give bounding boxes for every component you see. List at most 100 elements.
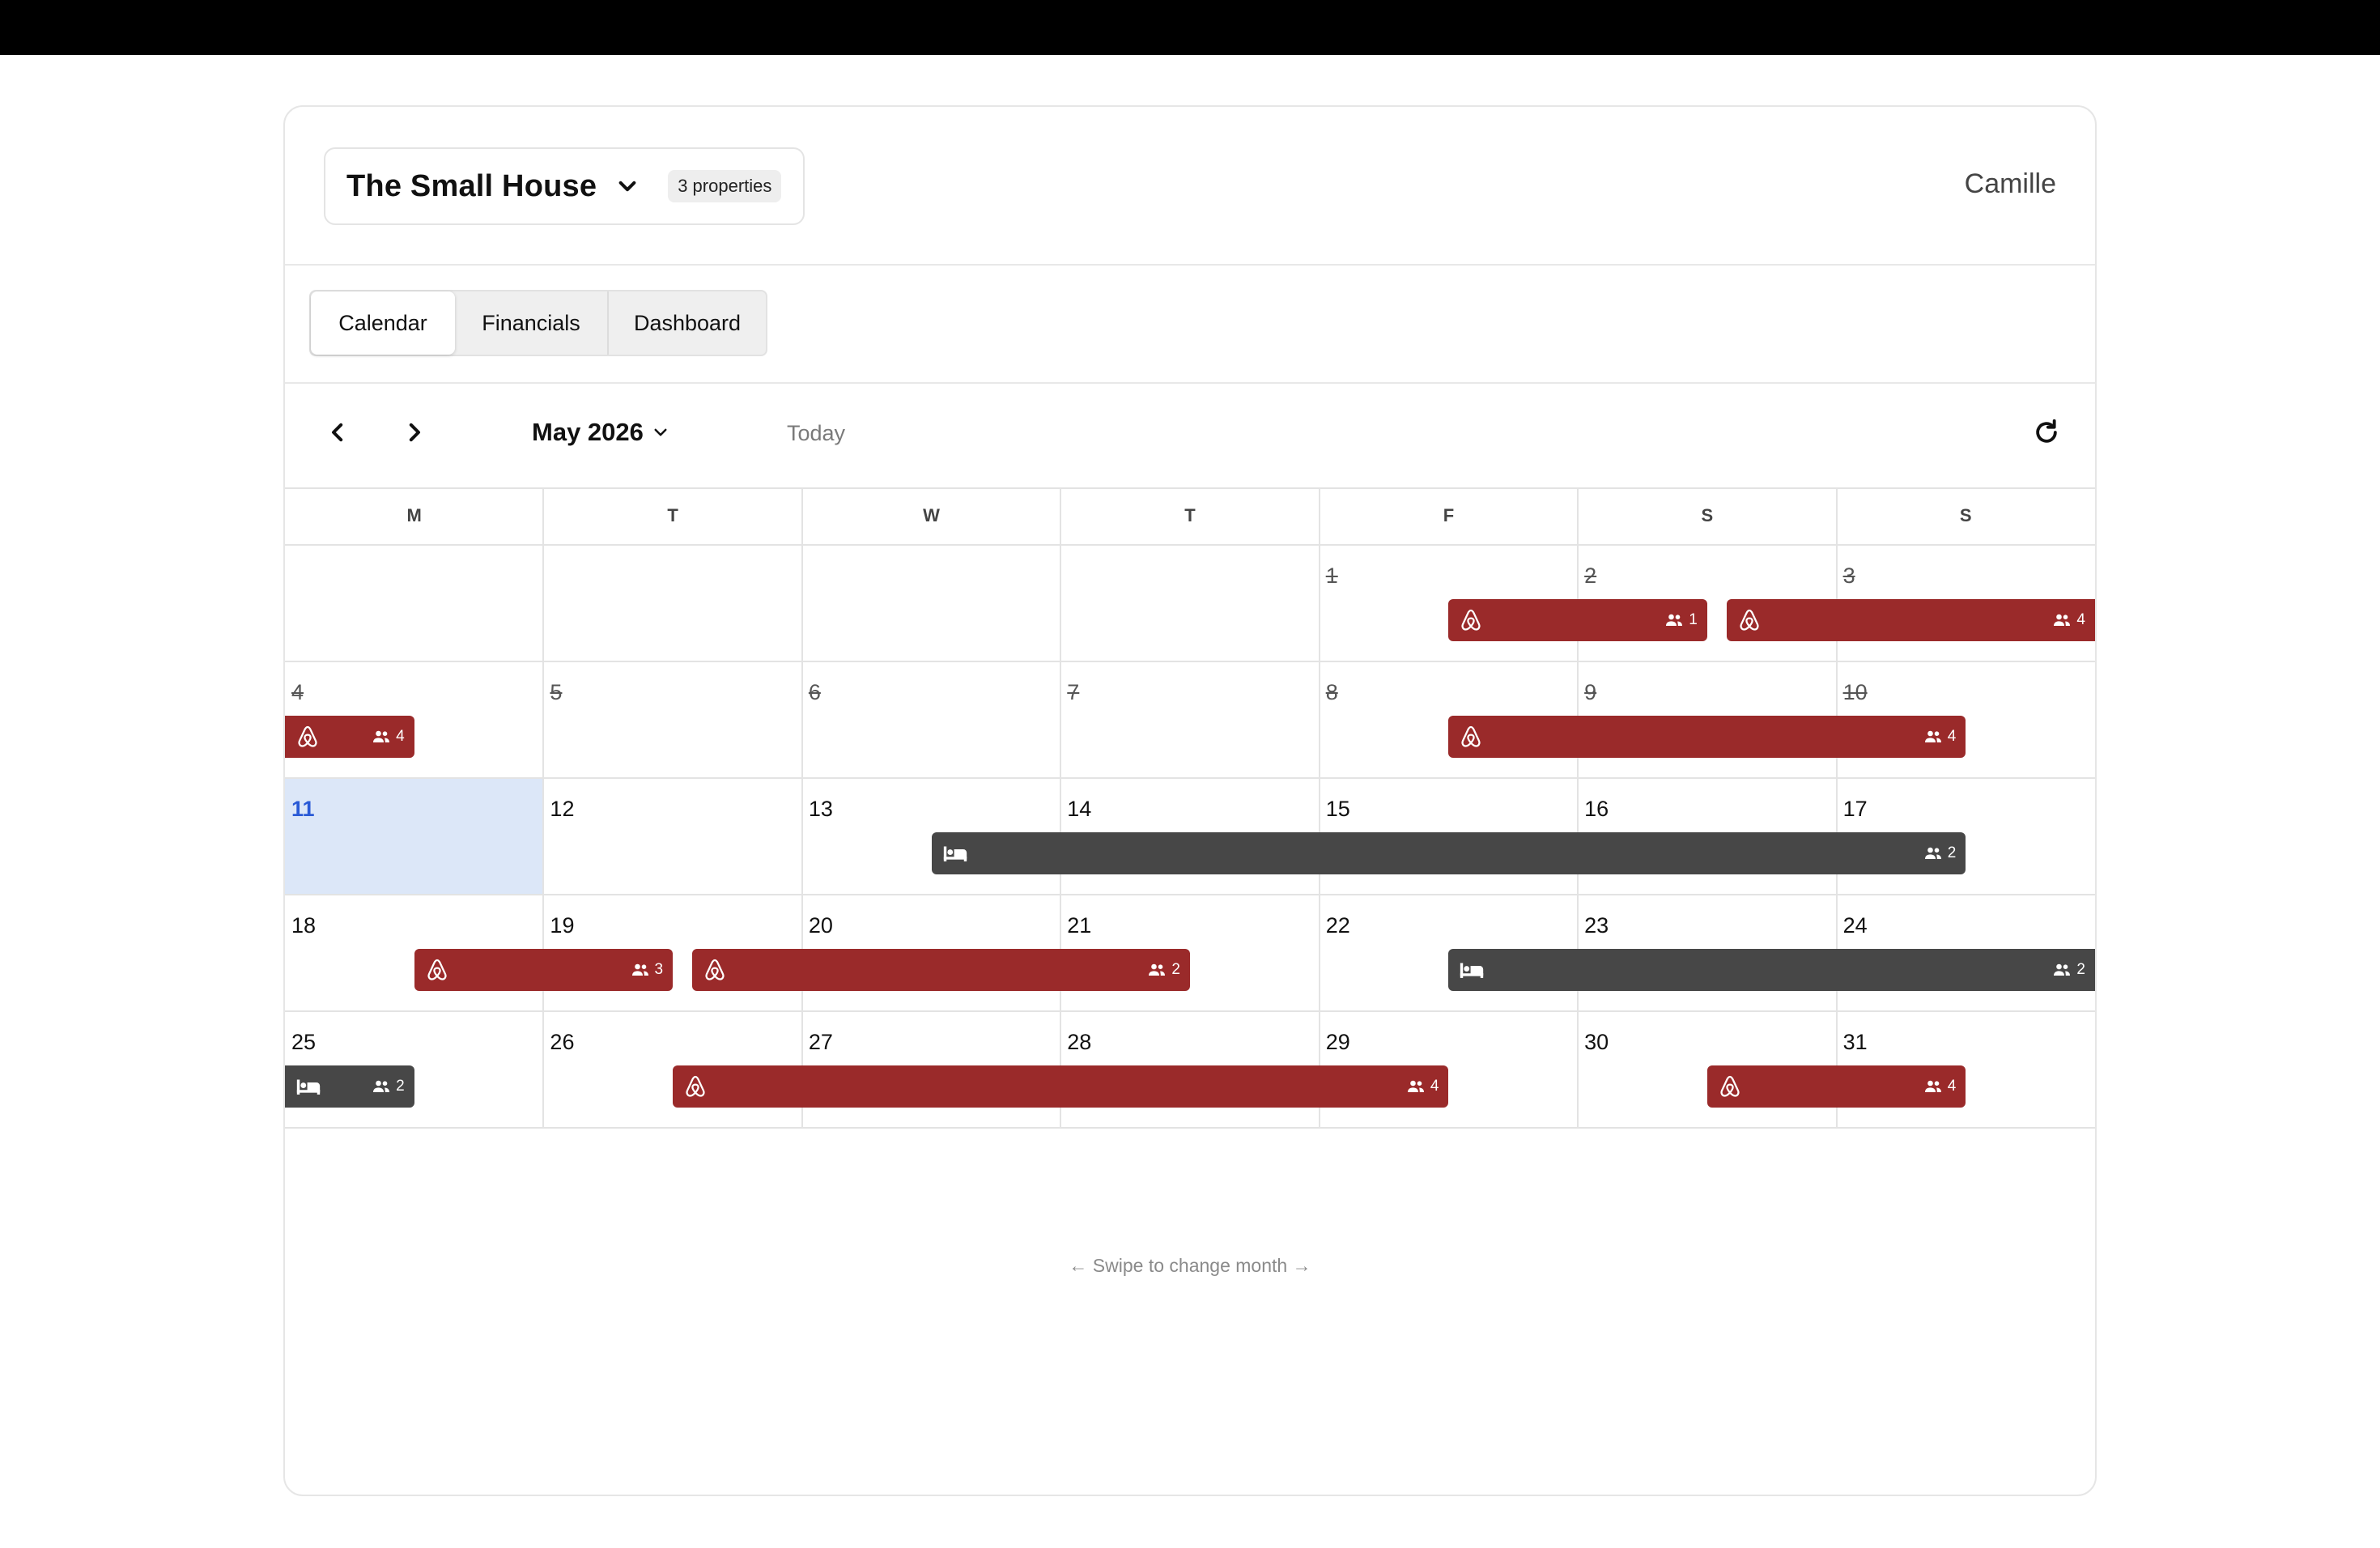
today-cell [285,779,544,895]
day-number[interactable]: 31 [1842,1030,1868,1054]
day-number[interactable]: 10 [1842,680,1868,704]
day-number[interactable]: 3 [1842,563,1855,588]
day-number[interactable]: 30 [1584,1030,1609,1054]
day-number[interactable]: 17 [1842,797,1868,821]
booking-bar[interactable]: 4 [1706,1065,1966,1108]
month-selector[interactable]: May 2026 [532,418,673,447]
day-number[interactable]: 4 [291,680,304,704]
day-number[interactable]: 5 [550,680,563,704]
guest-count-value: 4 [1430,1078,1439,1095]
day-number[interactable]: 1 [1325,563,1338,588]
day-number[interactable]: 29 [1325,1030,1350,1054]
airbnb-source [295,723,322,751]
weekday-header: T [1184,505,1196,525]
airbnb-icon [705,959,725,980]
day-number[interactable]: 8 [1325,680,1338,704]
property-selector[interactable]: The Small House 3 properties [324,147,805,225]
airbnb-icon [427,959,447,980]
grid-line [1577,487,1579,1127]
direct-source [1458,956,1485,984]
guest-count: 4 [1923,1078,1956,1095]
bed-icon [943,846,967,861]
day-number[interactable]: 22 [1325,913,1350,938]
app-card: The Small House 3 properties Camille Cal… [283,105,2097,1496]
tab-financials[interactable]: Financials [455,291,609,355]
booking-bar[interactable]: 3 [414,949,674,991]
chevron-left-icon[interactable] [321,416,354,449]
day-number[interactable]: 18 [291,913,317,938]
weekday-header: F [1443,505,1455,525]
booking-bar[interactable]: 2 [692,949,1190,991]
booking-bar[interactable]: 2 [931,832,1966,874]
property-name: The Small House [346,168,597,203]
day-number[interactable]: 20 [808,913,833,938]
booking-bar[interactable]: 4 [285,716,414,758]
day-number[interactable]: 6 [808,680,821,704]
tab-dashboard[interactable]: Dashboard [633,310,742,335]
day-number[interactable]: 11 [291,797,315,821]
day-number[interactable]: 2 [1584,563,1597,588]
airbnb-source [1458,723,1485,751]
airbnb-icon [686,1075,705,1097]
grid-line [285,1010,2095,1012]
day-number[interactable]: 7 [1067,680,1080,704]
day-number[interactable]: 23 [1584,913,1609,938]
tab-calendar[interactable]: Calendar [311,291,455,355]
day-number[interactable]: 15 [1325,797,1350,821]
weekday-header: T [667,505,678,525]
airbnb-source [1717,1073,1745,1100]
day-number[interactable]: 25 [291,1030,317,1054]
booking-bar[interactable]: 2 [285,1065,414,1108]
grid-line [1060,487,1062,1127]
weekday-header: S [1959,505,1972,525]
grid-line [542,487,545,1127]
day-number[interactable]: 12 [550,797,575,821]
day-number[interactable]: 16 [1584,797,1609,821]
day-number[interactable]: 27 [808,1030,833,1054]
user-name[interactable]: Camille [1964,168,2056,199]
grid-line [285,544,2095,546]
header-divider [285,264,2095,266]
booking-bar[interactable]: 2 [1448,949,2095,991]
grid-line [285,487,2095,489]
day-number[interactable]: 19 [550,913,575,938]
airbnb-icon [298,725,317,747]
airbnb-icon [1461,609,1481,631]
airbnb-source [1458,606,1485,634]
guest-count: 2 [1147,961,1180,979]
booking-bar[interactable]: 4 [1448,716,1966,758]
grid-line [285,777,2095,779]
day-number[interactable]: 9 [1584,680,1597,704]
top-black-bar [0,0,2380,55]
day-number[interactable]: 14 [1067,797,1092,821]
booking-bar[interactable]: 1 [1448,599,1707,641]
day-number[interactable]: 13 [808,797,833,821]
day-number[interactable]: 21 [1067,913,1092,938]
month-label: May 2026 [532,418,644,446]
airbnb-icon [1720,1075,1740,1097]
day-number[interactable]: 26 [550,1030,575,1054]
day-number[interactable]: 24 [1842,913,1868,938]
people-icon [2054,614,2071,626]
guest-count: 4 [372,728,405,746]
direct-source [295,1073,322,1100]
people-icon [1924,730,1941,742]
refresh-icon[interactable] [2030,416,2063,449]
booking-bar[interactable]: 4 [673,1065,1449,1108]
chevron-right-icon[interactable] [398,416,431,449]
guest-count-value: 2 [1171,961,1180,978]
people-icon [373,1080,390,1092]
guest-count: 3 [631,961,663,979]
tab-bar: Calendar Financials Dashboard [309,290,767,356]
guest-count-value: 4 [396,728,405,745]
airbnb-source [682,1073,710,1100]
guest-count: 1 [1664,611,1698,629]
guest-count-value: 4 [1947,728,1957,745]
today-button[interactable]: Today [787,421,846,445]
day-number[interactable]: 28 [1067,1030,1092,1054]
direct-source [941,840,969,867]
people-icon [1407,1080,1424,1092]
airbnb-icon [1461,725,1481,747]
grid-line [285,661,2095,662]
booking-bar[interactable]: 4 [1726,599,2095,641]
